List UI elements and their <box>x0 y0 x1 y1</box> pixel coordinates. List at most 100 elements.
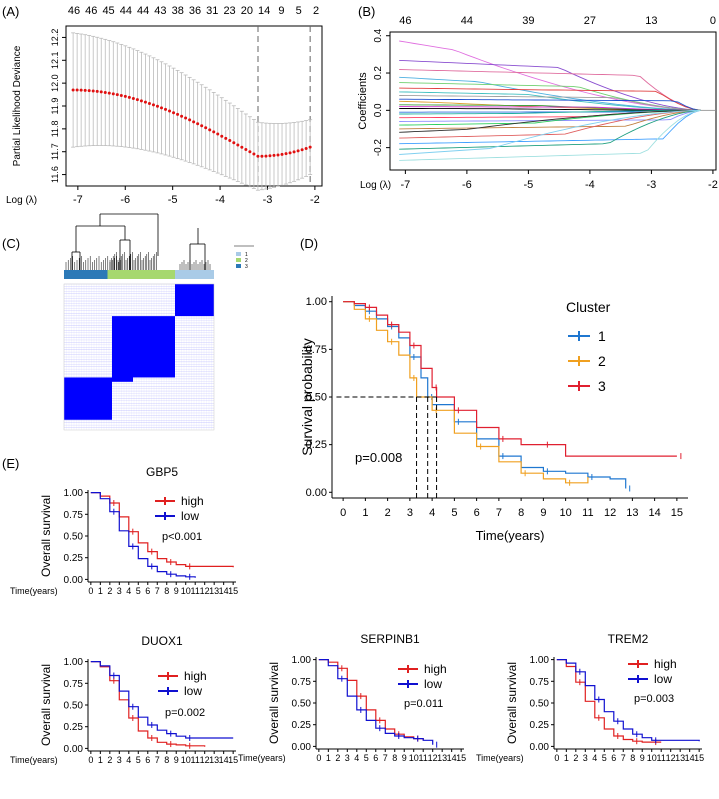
panel-e-duox1-survival: 0.000.250.500.751.000 1 2 3 4 5 6 7 8 9 10 11 12 13 14… <box>10 634 238 765</box>
legend-swatch-2 <box>236 258 241 262</box>
cv-point <box>131 96 135 100</box>
panel-b-coefficient-paths: -7 -6 -5 -4 -3 -2 -0.2 0.0 0.2 0.4 46 44 39 27 13 0 Coef… <box>357 15 718 191</box>
y-tick-label: 0.25 <box>64 553 84 564</box>
coefficient-path <box>399 87 701 111</box>
cv-point <box>252 152 256 156</box>
survival-title: TREM2 <box>608 632 649 646</box>
x-tick-label: -3 <box>263 194 273 206</box>
coefficient-path <box>399 109 701 145</box>
cv-point <box>308 145 312 149</box>
x-tick-label: 9 <box>174 586 179 596</box>
cv-point <box>240 145 244 149</box>
coefficient-path <box>399 109 701 115</box>
cv-point <box>304 146 308 150</box>
x-tick-label: 6 <box>145 586 150 596</box>
x-tick-label: 2 <box>385 507 391 519</box>
coefficient-path <box>399 109 701 161</box>
cv-point <box>292 150 296 154</box>
cv-point <box>268 154 272 158</box>
y-tick-label: 0.00 <box>530 742 550 753</box>
y-tick-label: -0.2 <box>373 139 384 157</box>
x-tick-label: 4 <box>126 755 131 765</box>
x-axis-label: Log (λ) <box>360 180 391 191</box>
x-tick-label: 6 <box>474 507 480 519</box>
x-tick-label: 14 <box>685 753 695 763</box>
panel-label-a: (A) <box>2 4 19 19</box>
x-tick-label: 6 <box>373 753 378 763</box>
x-axis-label: Time(years) <box>476 753 524 763</box>
x-axis-label: Time(years) <box>10 586 58 596</box>
x-tick-label: 2 <box>107 586 112 596</box>
y-tick-label: 0.00 <box>306 487 327 499</box>
x-tick-label: 7 <box>155 755 160 765</box>
top-axis-label: 20 <box>241 5 253 17</box>
x-axis-label: Time(years) <box>238 753 286 763</box>
cv-point <box>79 88 83 92</box>
top-axis-label: 27 <box>584 15 596 27</box>
y-tick-label: 0.50 <box>292 699 312 710</box>
coefficient-path <box>399 98 701 111</box>
survival-title: SERPINB1 <box>360 632 420 646</box>
cv-point <box>180 114 184 118</box>
x-tick-label: 0 <box>340 507 346 519</box>
y-tick-label: 12.1 <box>50 52 60 70</box>
cv-point <box>107 91 111 95</box>
coefficient-path <box>399 109 701 155</box>
y-tick-label: 0.50 <box>64 532 84 543</box>
cv-point <box>216 132 220 136</box>
x-tick-label: -4 <box>585 179 595 191</box>
y-tick-label: 0.00 <box>292 742 312 753</box>
x-tick-label: 12 <box>200 586 210 596</box>
x-tick-label: 0 <box>88 755 93 765</box>
y-tick-label: 0.25 <box>292 720 312 731</box>
cv-point <box>200 124 204 128</box>
x-tick-label: 15 <box>694 753 704 763</box>
cv-point <box>135 98 139 102</box>
x-tick-label: 4 <box>354 753 359 763</box>
x-tick-label: 7 <box>496 507 502 519</box>
cv-point <box>280 152 284 156</box>
panel-e-gbp5-survival: 0.000.250.500.751.000 1 2 3 4 5 6 7 8 9 10 11 12 13 14… <box>10 465 238 596</box>
x-tick-label: 6 <box>145 755 150 765</box>
x-tick-label: 11 <box>419 753 428 763</box>
cv-point <box>184 116 188 120</box>
legend-label: 3 <box>245 264 248 270</box>
x-tick-label: 1 <box>564 753 569 763</box>
cv-point <box>224 136 228 140</box>
x-tick-label: 11 <box>657 753 666 763</box>
p-value: p=0.011 <box>404 698 443 710</box>
y-tick-label: 0.50 <box>530 699 550 710</box>
x-tick-label: 14 <box>447 753 457 763</box>
x-tick-label: 2 <box>335 753 340 763</box>
y-tick-label: 11.6 <box>50 166 60 183</box>
cv-point <box>99 90 103 94</box>
x-tick-label: 3 <box>407 507 413 519</box>
x-tick-label: 6 <box>611 753 616 763</box>
y-tick-label: 0.75 <box>292 677 312 688</box>
cv-point <box>208 128 212 132</box>
y-tick-label: 11.8 <box>50 120 60 137</box>
cv-point <box>220 134 224 138</box>
panel-label-d: (D) <box>300 236 318 251</box>
cv-point <box>276 153 280 157</box>
x-tick-label: 4 <box>592 753 597 763</box>
x-tick-label: 7 <box>155 586 160 596</box>
panel-a-cv-deviance: -7 -6 -5 -4 -3 -2 11.6 11.7 11.8 11.9 12.0 12.1 12.2… <box>6 5 323 206</box>
coefficient-path <box>399 59 701 111</box>
y-tick-label: 12.0 <box>50 74 60 92</box>
x-tick-label: 13 <box>626 507 638 519</box>
cv-point <box>244 147 248 151</box>
x-tick-label: 0 <box>554 753 559 763</box>
coefficient-path <box>399 108 701 111</box>
cv-point <box>127 95 131 99</box>
cv-point <box>232 141 236 145</box>
x-tick-label: 11 <box>191 586 200 596</box>
y-tick-label: 0.75 <box>306 344 327 356</box>
cv-point <box>296 149 300 153</box>
x-tick-label: 10 <box>560 507 572 519</box>
x-tick-label: 13 <box>675 753 685 763</box>
top-axis-label: 31 <box>206 5 218 17</box>
cv-point <box>168 109 172 113</box>
x-tick-label: 12 <box>666 753 676 763</box>
y-tick-label: 0.4 <box>373 28 384 42</box>
